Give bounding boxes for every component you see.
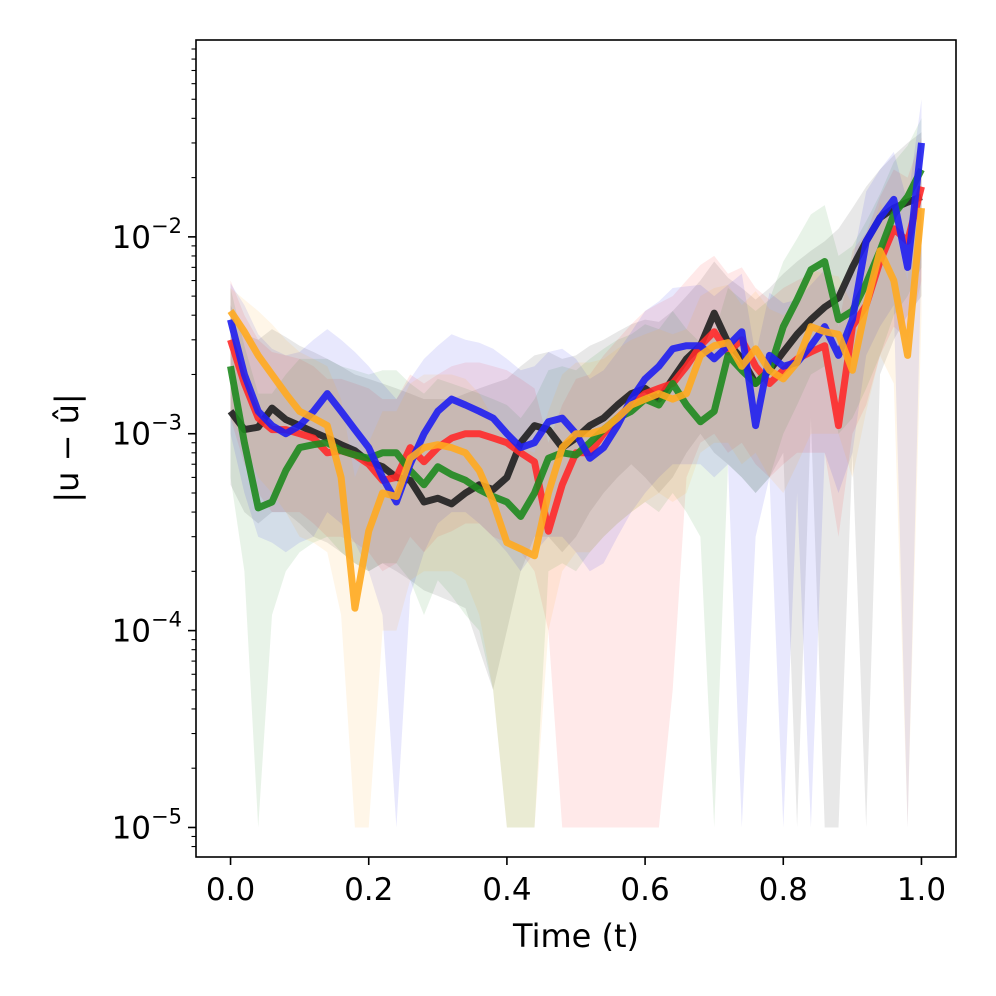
uncertainty-bands <box>230 99 922 828</box>
x-tick-label: 0.0 <box>206 872 255 908</box>
series-1-band <box>230 132 922 828</box>
x-tick-label: 1.0 <box>897 872 946 908</box>
y-tick-label: 10−5 <box>112 804 182 846</box>
x-tick-label: 0.6 <box>620 872 669 908</box>
series-5-line <box>227 207 925 612</box>
series-5-band <box>230 158 922 828</box>
x-tick-label: 0.2 <box>344 872 393 908</box>
x-axis-label: Time (t) <box>512 917 639 955</box>
series-lines <box>227 142 925 612</box>
series-3-line <box>227 167 925 520</box>
x-axis-label-time: Time (t) <box>512 917 639 955</box>
plot-frame <box>195 39 957 858</box>
series-3-band <box>230 118 922 828</box>
series-4-band <box>230 99 922 828</box>
y-tick-label: 10−2 <box>112 214 182 256</box>
x-tick-label: 0.8 <box>759 872 808 908</box>
x-tick-label: 0.4 <box>482 872 531 908</box>
y-axis-label: |u − û| <box>48 393 86 502</box>
x-axis: 0.0 0.2 0.4 0.6 0.8 1.0 <box>206 857 946 908</box>
y-axis: 10−210−310−410−5 <box>112 48 196 848</box>
series-2-band <box>230 137 922 828</box>
